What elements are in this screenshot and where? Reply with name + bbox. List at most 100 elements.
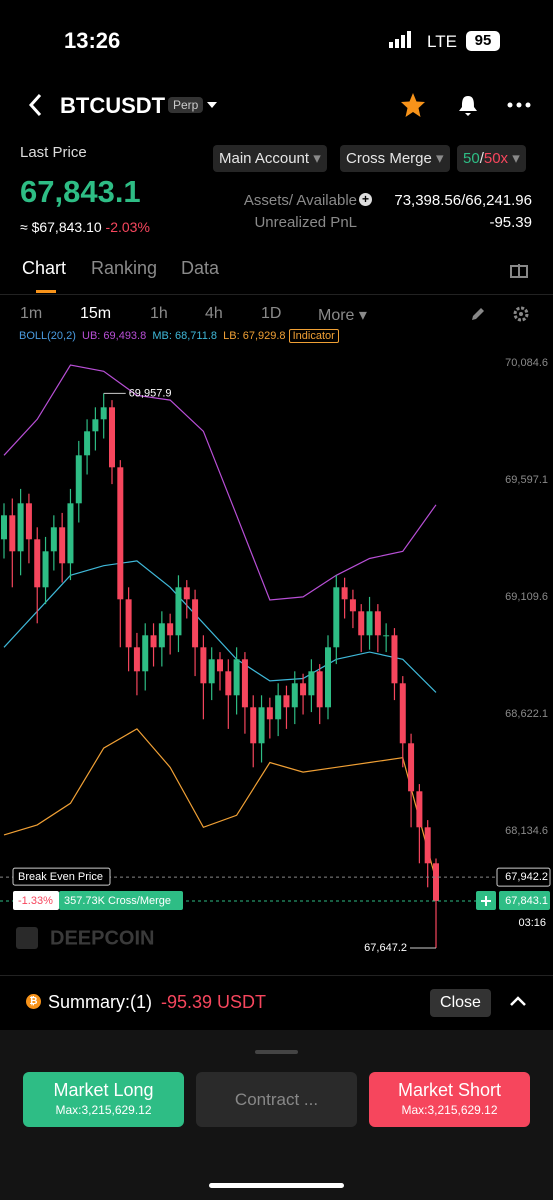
candle-body xyxy=(208,659,215,684)
break-even-value-box xyxy=(496,867,551,887)
leverage[interactable]: 50/50x ▾ xyxy=(457,145,526,172)
tab[interactable]: Data xyxy=(181,258,220,278)
candle-body xyxy=(416,791,423,828)
candle-body xyxy=(25,503,32,540)
timeframe[interactable]: 1m xyxy=(20,305,43,322)
candle-body xyxy=(50,527,57,552)
mb-value: 68,711.8 xyxy=(174,330,217,342)
market-short-max: Max:3,215,629.12 xyxy=(401,1103,498,1117)
break-even-box xyxy=(12,867,111,886)
candle-body xyxy=(200,647,207,684)
divider xyxy=(0,975,553,976)
draw-icon[interactable] xyxy=(470,306,486,322)
candle-body xyxy=(117,467,124,600)
pnl-label: Unrealized PnL xyxy=(254,214,357,231)
timeframe[interactable]: 15m xyxy=(80,305,112,322)
candle-body xyxy=(291,683,298,708)
timeframe-more[interactable]: More ▾ xyxy=(318,307,367,324)
candle-body xyxy=(275,695,282,720)
timeframe: More xyxy=(318,307,355,324)
watermark: DEEPCOIN xyxy=(50,927,154,949)
low-label: 67,647.2 xyxy=(364,942,407,954)
gift-icon[interactable] xyxy=(509,259,529,279)
candle-body xyxy=(92,419,99,432)
lb-label: LB: xyxy=(223,330,240,342)
usd-price: ≈ $67,843.10 -2.03% xyxy=(20,219,150,235)
more-icon[interactable] xyxy=(507,102,531,108)
y-tick-label: 68,622.1 xyxy=(505,708,548,720)
mb-label: MB: xyxy=(152,330,172,342)
candle-body xyxy=(258,707,265,744)
status-time: 13:26 xyxy=(64,28,121,53)
position-pnl-box xyxy=(13,890,59,910)
settings-icon[interactable] xyxy=(513,306,529,322)
candle-body xyxy=(125,599,132,648)
candle-body xyxy=(424,827,431,864)
lb-value: 67,929.8 xyxy=(242,330,286,342)
timeframe[interactable]: 1D xyxy=(261,305,282,322)
candle-body xyxy=(374,611,381,636)
indicator-row: BOLL(20,2) UB: 69,493.8 MB: 68,711.8 LB:… xyxy=(19,329,339,343)
assets-value: 73,398.56/66,241.96 xyxy=(394,192,532,209)
main-account[interactable]: Main Account ▾ xyxy=(213,145,327,172)
collapse-icon[interactable] xyxy=(509,995,527,1007)
candle-body xyxy=(192,599,199,648)
candle-body xyxy=(250,707,257,744)
divider xyxy=(0,294,553,295)
back-button[interactable] xyxy=(26,92,46,118)
candle-body xyxy=(217,659,223,672)
candle-body xyxy=(225,671,232,696)
ub-label: UB: xyxy=(82,330,101,342)
tab[interactable]: Ranking xyxy=(91,258,158,278)
main-account-text: Main Account xyxy=(219,150,310,167)
candle-body xyxy=(308,671,315,696)
candle-body xyxy=(100,407,107,420)
usd-price-text: ≈ $67,843.10 xyxy=(20,219,102,235)
candle-body xyxy=(9,515,16,552)
cross-merge[interactable]: Cross Merge ▾ xyxy=(340,145,450,172)
bollinger-line xyxy=(3,560,437,693)
leverage-suffix: x xyxy=(500,150,509,167)
candle-body xyxy=(391,635,398,684)
leverage-long: 50 xyxy=(463,150,480,167)
market-short-button[interactable]: Market Short Max:3,215,629.12 xyxy=(369,1072,530,1127)
expand-icon[interactable] xyxy=(16,927,38,949)
home-indicator xyxy=(209,1183,344,1188)
candle-body xyxy=(75,455,82,504)
high-label: 69,957.9 xyxy=(129,387,172,399)
last-price-label[interactable]: Last Price xyxy=(20,144,87,161)
pnl-value: -95.39 xyxy=(489,214,532,231)
drag-handle xyxy=(255,1050,298,1054)
ub-value: 69,493.8 xyxy=(103,330,147,342)
symbol[interactable]: BTCUSDT xyxy=(60,93,166,118)
position-box[interactable] xyxy=(59,890,183,910)
candle-body xyxy=(133,647,140,672)
position-pnl: -1.33% xyxy=(18,895,53,907)
break-even-value: 67,942.2 xyxy=(505,871,548,883)
timeframe[interactable]: 4h xyxy=(205,305,223,322)
candle-body xyxy=(325,647,331,708)
candle-body xyxy=(175,587,182,636)
tab[interactable]: Chart xyxy=(22,258,67,278)
last-price: 67,843.1 xyxy=(20,174,141,209)
close-button[interactable]: Close xyxy=(430,989,491,1017)
bell-icon[interactable] xyxy=(457,93,479,117)
add-assets-icon[interactable]: + xyxy=(359,193,372,206)
timeframe[interactable]: 1h xyxy=(150,305,168,322)
candle-body xyxy=(383,635,390,637)
market-long-max: Max:3,215,629.12 xyxy=(55,1103,152,1117)
contract-button[interactable]: Contract ... xyxy=(196,1072,357,1127)
candle-body xyxy=(316,671,323,708)
dropdown-icon[interactable] xyxy=(206,100,218,110)
candle-body xyxy=(84,431,91,456)
candle-body xyxy=(167,623,174,636)
candle-body xyxy=(67,503,74,564)
tab-underline xyxy=(36,290,56,293)
indicator-button[interactable]: Indicator xyxy=(288,329,339,343)
candle-body xyxy=(358,611,365,636)
assets-label: Assets/ Available xyxy=(243,192,357,209)
market-long-button[interactable]: Market Long Max:3,215,629.12 xyxy=(23,1072,184,1127)
countdown: 03:16 xyxy=(518,917,546,929)
favorite-star[interactable] xyxy=(400,92,426,118)
candle-body xyxy=(399,683,406,744)
